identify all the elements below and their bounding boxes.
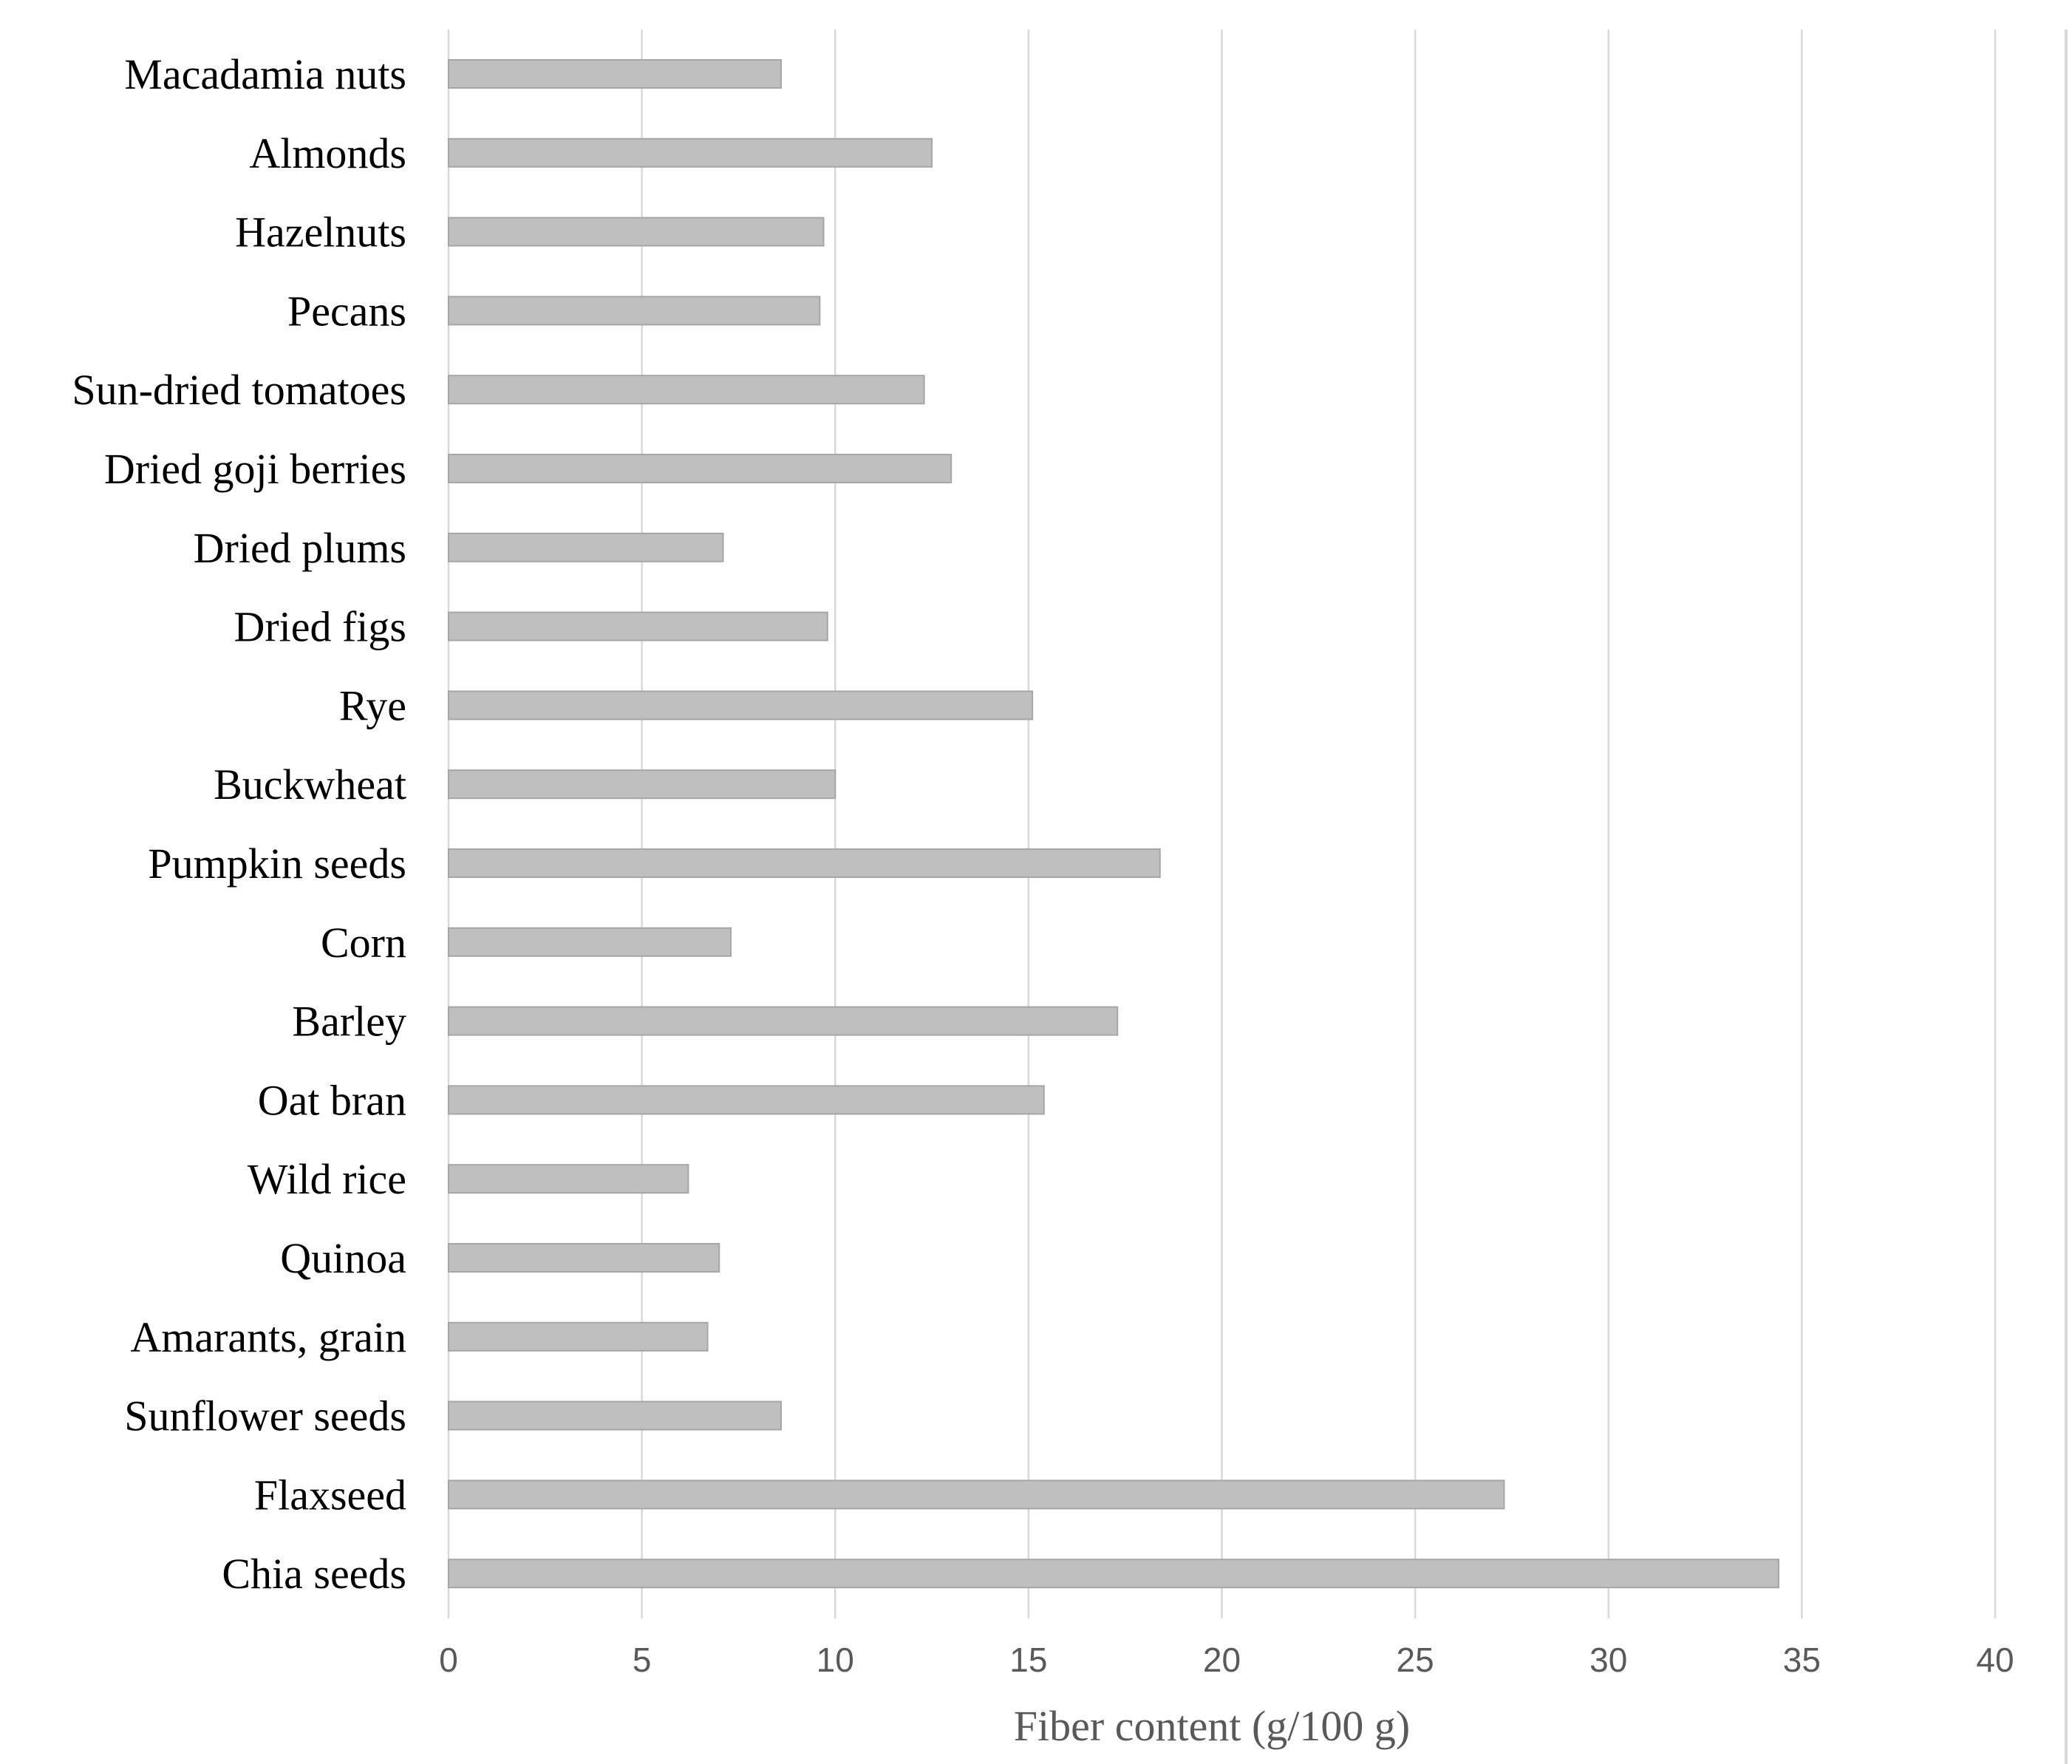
bar: [448, 1006, 1119, 1036]
bar: [448, 927, 732, 957]
x-tick-label: 40: [1976, 1641, 2014, 1679]
x-tick-label: 30: [1589, 1641, 1627, 1679]
bar: [448, 769, 836, 800]
category-label: Dried plums: [194, 524, 406, 572]
category-label: Macadamia nuts: [124, 50, 406, 98]
category-labels: Macadamia nuts Almonds Hazelnuts Pecans Sun-…: [72, 50, 406, 1598]
category-label: Corn: [321, 919, 406, 967]
category-label: Chia seeds: [222, 1550, 406, 1598]
bar: [448, 848, 1161, 878]
bar: [448, 137, 933, 168]
category-label: Quinoa: [280, 1234, 406, 1282]
x-tick-label: 20: [1203, 1641, 1241, 1679]
gridlines: [447, 30, 1997, 1618]
bar: [448, 1243, 720, 1273]
bars: [448, 59, 1779, 1589]
x-tick-labels: 0 5 10 15 20 25 30 35 40: [439, 1641, 2014, 1679]
category-label: Flaxseed: [254, 1471, 406, 1519]
category-label: Barley: [292, 998, 406, 1046]
bar: [448, 532, 724, 562]
x-axis-title: Fiber content (g/100 g): [1014, 1702, 1410, 1750]
category-label: Dried goji berries: [104, 445, 406, 493]
bar: [448, 611, 828, 641]
category-label: Dried figs: [234, 603, 406, 651]
category-label: Sunflower seeds: [124, 1392, 406, 1440]
x-tick-label: 35: [1783, 1641, 1821, 1679]
category-label: Amarants, grain: [130, 1313, 406, 1361]
x-tick-label: 15: [1009, 1641, 1047, 1679]
bar: [448, 59, 782, 89]
bar: [448, 454, 952, 483]
category-label: Oat bran: [258, 1076, 406, 1124]
bar: [448, 1321, 709, 1352]
category-label: Sun-dried tomatoes: [72, 366, 406, 414]
category-label: Buckwheat: [214, 760, 406, 808]
x-tick-label: 10: [817, 1641, 854, 1679]
bar: [448, 690, 1034, 721]
category-label: Rye: [339, 681, 406, 729]
bar: [448, 1559, 1779, 1589]
bar: [448, 1400, 782, 1431]
bar: [448, 1164, 689, 1194]
x-tick-label: 25: [1397, 1641, 1434, 1679]
bar: [448, 1085, 1045, 1115]
x-tick-label: 5: [633, 1641, 652, 1679]
bar: [448, 217, 825, 247]
bar: [448, 375, 925, 405]
category-label: Pumpkin seeds: [148, 840, 406, 888]
category-label: Wild rice: [248, 1155, 406, 1203]
category-label: Hazelnuts: [235, 208, 406, 256]
x-tick-label: 0: [439, 1641, 458, 1679]
category-label: Almonds: [249, 129, 406, 177]
bar: [448, 1479, 1505, 1510]
bar: [448, 296, 821, 326]
category-label: Pecans: [287, 287, 406, 335]
